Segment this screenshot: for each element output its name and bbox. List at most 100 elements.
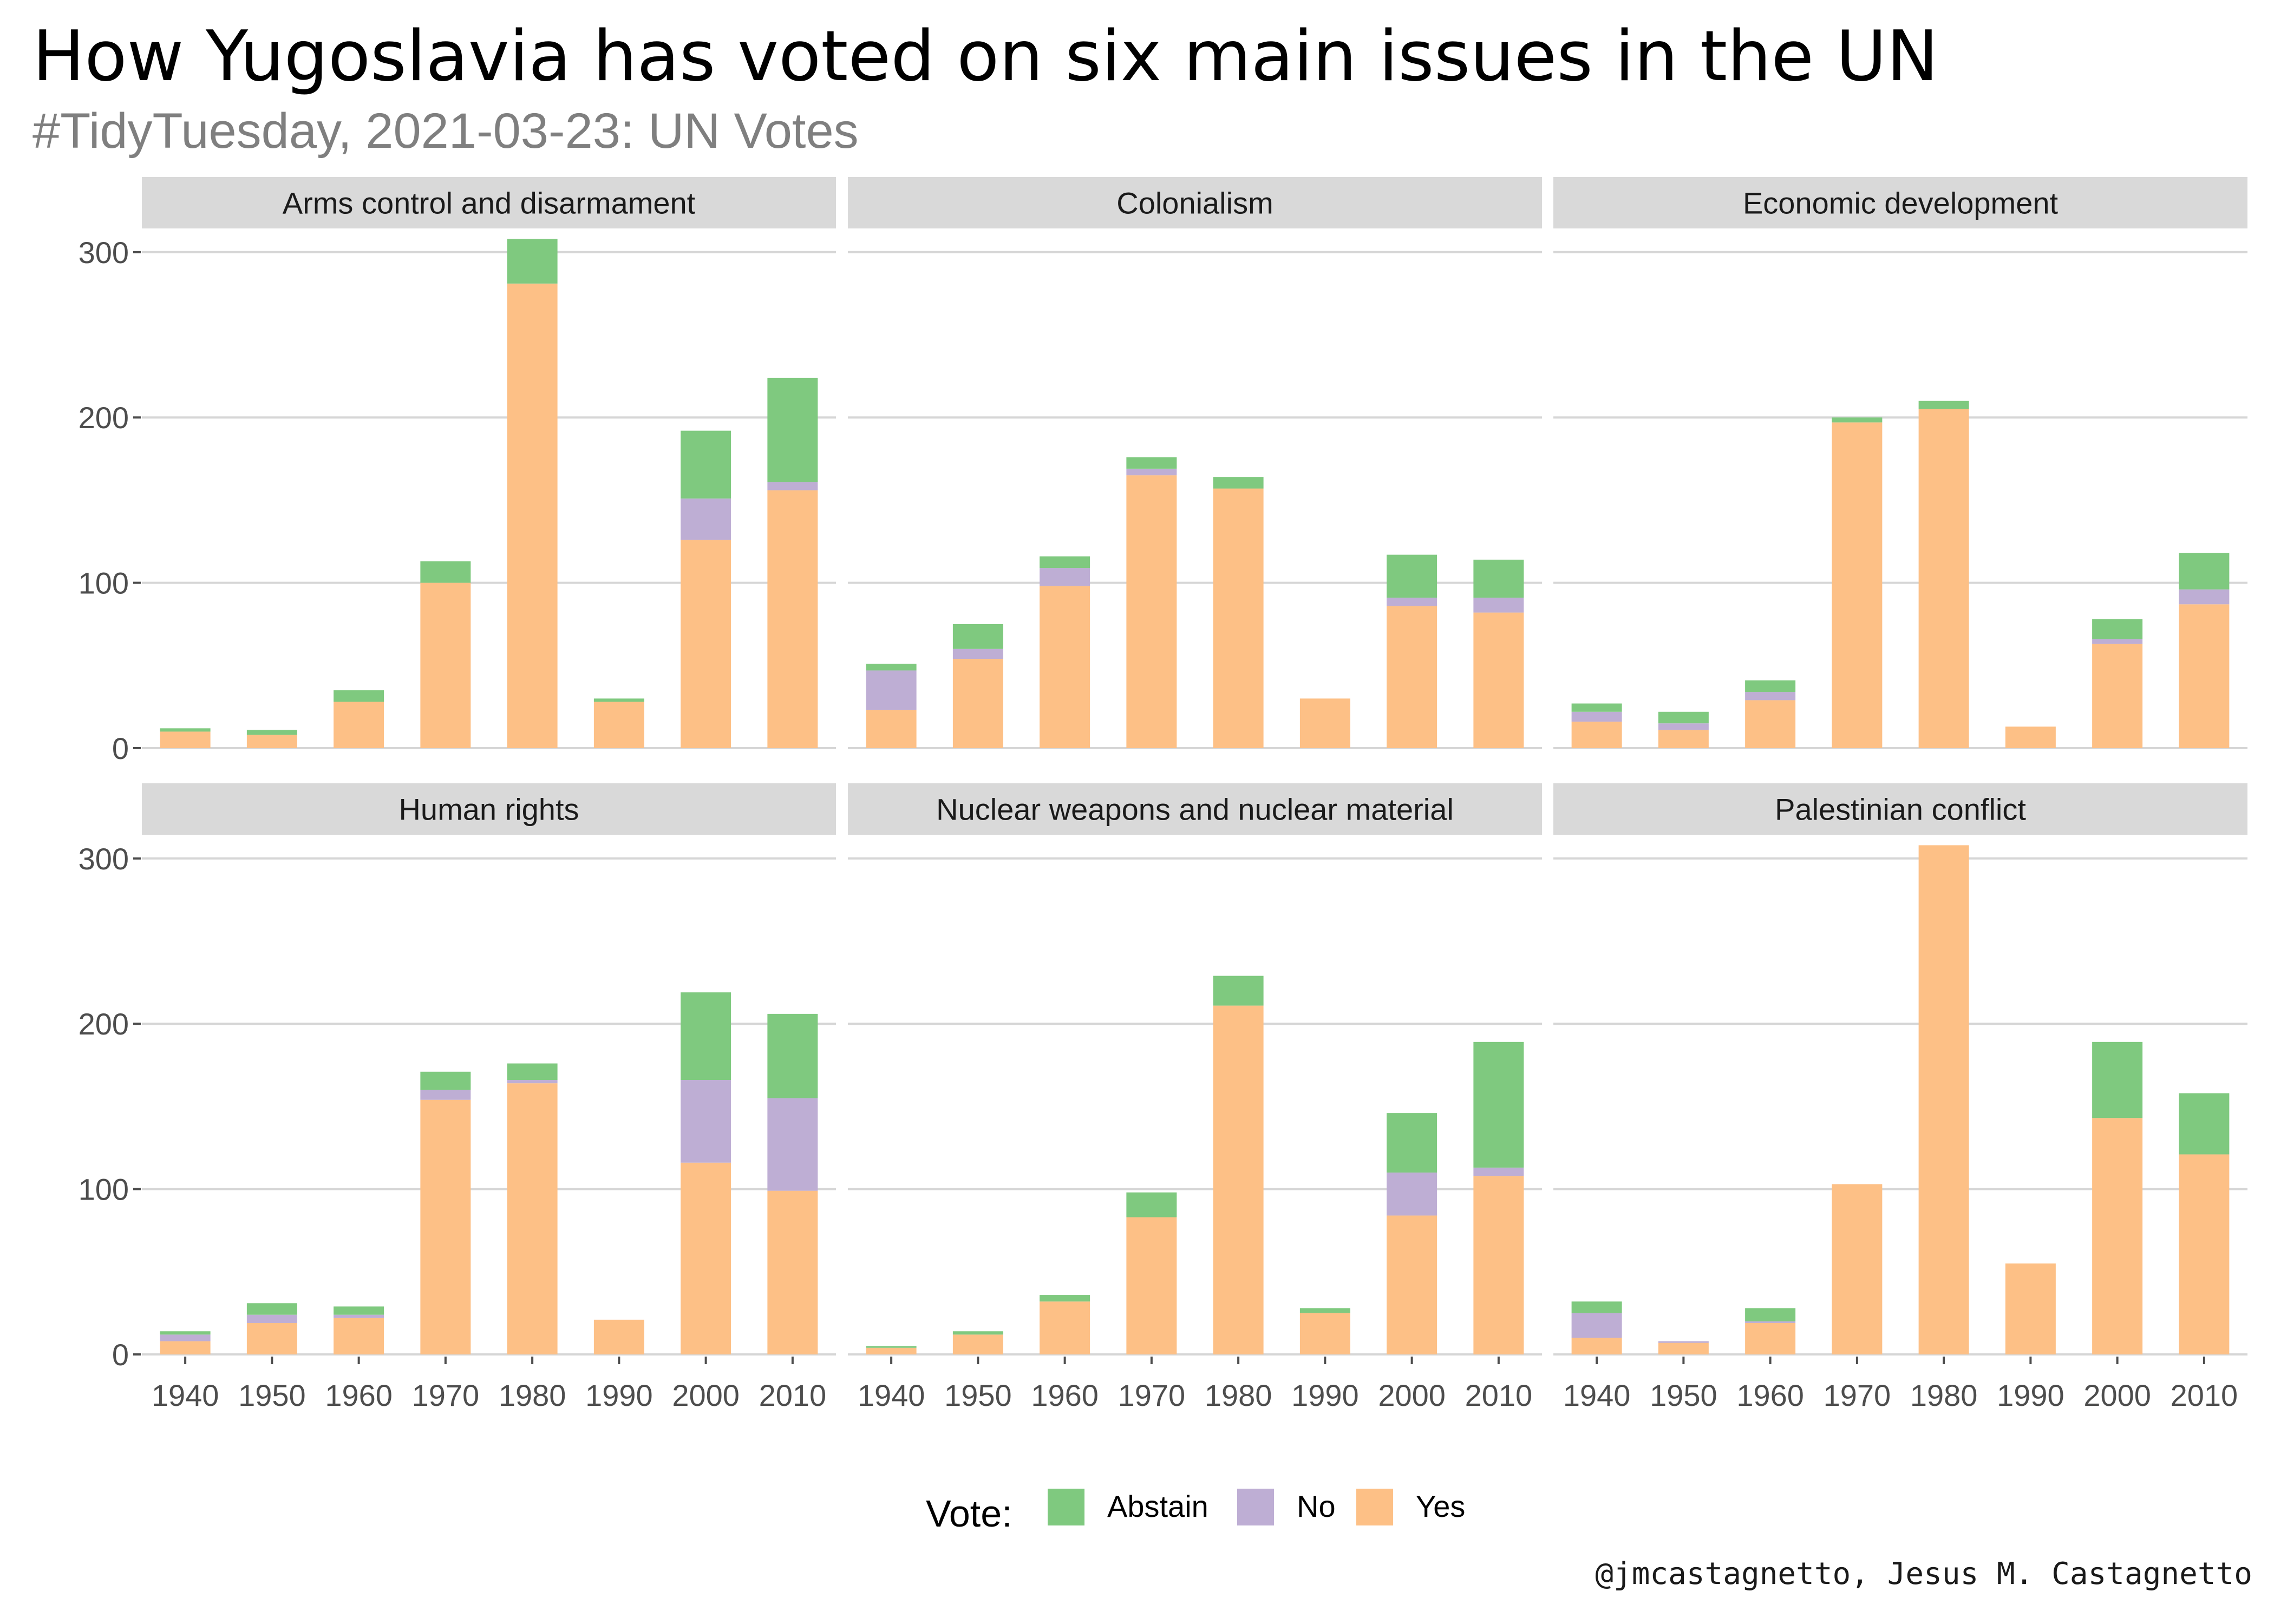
bar-economic-development-1980-abstain [1918, 401, 1969, 409]
x-tick-label-1990: 1990 [585, 1378, 653, 1412]
facet-strip-palestinian-conflict [1553, 783, 2247, 835]
bar-colonialism-2000-no [1387, 598, 1437, 606]
bar-nuclear-weapons-and-nuclear-material-1980-yes [1213, 1005, 1264, 1354]
bar-colonialism-1970-no [1126, 468, 1177, 476]
bar-colonialism-1950-yes [952, 659, 1003, 748]
bar-economic-development-2000-abstain [2092, 619, 2143, 639]
bar-palestinian-conflict-1950-no [1658, 1341, 1709, 1343]
bar-palestinian-conflict-1990-yes [2005, 1263, 2056, 1354]
bar-nuclear-weapons-and-nuclear-material-1940-yes [866, 1347, 917, 1354]
legend-key-abstain [1048, 1489, 1084, 1525]
bar-palestinian-conflict-2000-yes [2092, 1118, 2143, 1354]
bar-nuclear-weapons-and-nuclear-material-1950-abstain [952, 1331, 1003, 1335]
bar-colonialism-1950-abstain [952, 624, 1003, 649]
facet-label-palestinian-conflict: Palestinian conflict [1775, 793, 2026, 827]
bar-colonialism-1980-yes [1213, 488, 1264, 748]
bar-human-rights-1960-no [334, 1314, 384, 1318]
chart-caption: @jmcastagnetto, Jesus M. Castagnetto [1595, 1556, 2252, 1592]
bar-palestinian-conflict-2000-abstain [2092, 1042, 2143, 1118]
y-tick-label-300: 300 [79, 842, 129, 876]
bar-economic-development-1940-abstain [1571, 703, 1622, 712]
bar-human-rights-2010-no [767, 1098, 818, 1191]
y-tick-label-0: 0 [112, 1338, 129, 1372]
bar-nuclear-weapons-and-nuclear-material-2010-no [1473, 1167, 1524, 1176]
bar-colonialism-1960-no [1040, 568, 1090, 586]
bar-human-rights-1970-no [420, 1090, 471, 1100]
bar-economic-development-1980-yes [1918, 409, 1969, 748]
bar-arms-control-and-disarmament-1950-abstain [246, 730, 297, 735]
legend-label-yes: Yes [1416, 1489, 1465, 1523]
bar-economic-development-1990-yes [2005, 726, 2056, 748]
bar-economic-development-2010-no [2179, 589, 2230, 605]
bar-colonialism-1990-yes [1299, 698, 1350, 748]
y-tick-label-0: 0 [112, 731, 129, 765]
y-tick-label-100: 100 [79, 566, 129, 600]
legend-key-no [1237, 1489, 1274, 1525]
x-tick-label-1960: 1960 [1736, 1378, 1804, 1412]
bar-arms-control-and-disarmament-1990-yes [593, 702, 644, 748]
x-tick-label-1960: 1960 [1031, 1378, 1099, 1412]
bar-human-rights-1960-abstain [334, 1306, 384, 1315]
bar-economic-development-2000-yes [2092, 644, 2143, 748]
bar-palestinian-conflict-1940-no [1571, 1313, 1622, 1338]
bar-colonialism-1950-no [952, 649, 1003, 659]
bar-human-rights-2010-yes [767, 1190, 818, 1354]
bar-colonialism-2010-yes [1473, 612, 1524, 748]
bar-arms-control-and-disarmament-2000-no [681, 498, 731, 540]
bar-nuclear-weapons-and-nuclear-material-2000-yes [1387, 1215, 1437, 1354]
bar-economic-development-1940-no [1571, 711, 1622, 722]
y-tick-label-200: 200 [79, 1007, 129, 1041]
facet-strip-economic-development [1553, 177, 2247, 228]
bar-arms-control-and-disarmament-1980-yes [507, 283, 558, 748]
x-tick-label-1960: 1960 [325, 1378, 393, 1412]
bar-arms-control-and-disarmament-1940-abstain [160, 728, 211, 732]
bar-palestinian-conflict-1970-yes [1832, 1184, 1883, 1354]
bar-arms-control-and-disarmament-1960-yes [334, 702, 384, 748]
bar-human-rights-1960-yes [334, 1318, 384, 1354]
bar-colonialism-2010-abstain [1473, 559, 1524, 598]
x-tick-label-1970: 1970 [1824, 1378, 1891, 1412]
legend-title: Vote: [926, 1492, 1012, 1535]
y-tick-label-300: 300 [79, 235, 129, 270]
x-tick-label-1970: 1970 [412, 1378, 480, 1412]
bar-economic-development-2010-abstain [2179, 553, 2230, 590]
x-tick-label-2000: 2000 [2083, 1378, 2151, 1412]
x-tick-label-1990: 1990 [1291, 1378, 1359, 1412]
bar-colonialism-1940-abstain [866, 664, 917, 671]
bar-arms-control-and-disarmament-1940-yes [160, 731, 211, 748]
bar-arms-control-and-disarmament-1990-abstain [593, 698, 644, 702]
facet-label-human-rights: Human rights [398, 793, 579, 827]
facet-strip-arms-control-and-disarmament [142, 177, 836, 228]
bar-human-rights-2000-yes [681, 1162, 731, 1354]
x-tick-label-2010: 2010 [759, 1378, 827, 1412]
bar-nuclear-weapons-and-nuclear-material-1960-abstain [1040, 1295, 1090, 1302]
x-tick-label-2010: 2010 [1465, 1378, 1533, 1412]
bar-human-rights-1990-yes [593, 1319, 644, 1354]
bar-economic-development-1950-yes [1658, 730, 1709, 748]
bar-arms-control-and-disarmament-1970-yes [420, 582, 471, 748]
bar-economic-development-1940-yes [1571, 722, 1622, 748]
bar-human-rights-1970-yes [420, 1099, 471, 1354]
x-tick-label-2000: 2000 [672, 1378, 740, 1412]
bar-economic-development-1970-abstain [1832, 417, 1883, 423]
bar-colonialism-1960-abstain [1040, 556, 1090, 568]
bar-nuclear-weapons-and-nuclear-material-2010-yes [1473, 1176, 1524, 1354]
x-tick-label-1950: 1950 [238, 1378, 306, 1412]
bar-economic-development-1970-yes [1832, 422, 1883, 748]
bar-economic-development-1960-abstain [1745, 680, 1796, 692]
bar-nuclear-weapons-and-nuclear-material-1990-yes [1299, 1313, 1350, 1354]
bar-human-rights-1950-abstain [246, 1303, 297, 1315]
bar-economic-development-1960-no [1745, 692, 1796, 700]
bar-colonialism-1980-abstain [1213, 477, 1264, 489]
bar-human-rights-1980-yes [507, 1083, 558, 1354]
bar-nuclear-weapons-and-nuclear-material-1940-abstain [866, 1346, 917, 1348]
facet-label-arms-control-and-disarmament: Arms control and disarmament [283, 186, 696, 220]
bar-human-rights-1940-yes [160, 1341, 211, 1354]
bar-nuclear-weapons-and-nuclear-material-1950-yes [952, 1334, 1003, 1354]
bar-arms-control-and-disarmament-1950-yes [246, 735, 297, 748]
bar-economic-development-1960-yes [1745, 700, 1796, 748]
bar-human-rights-2010-abstain [767, 1013, 818, 1098]
facet-label-economic-development: Economic development [1743, 186, 2059, 220]
bar-palestinian-conflict-1960-no [1745, 1321, 1796, 1323]
bar-palestinian-conflict-1950-yes [1658, 1343, 1709, 1354]
